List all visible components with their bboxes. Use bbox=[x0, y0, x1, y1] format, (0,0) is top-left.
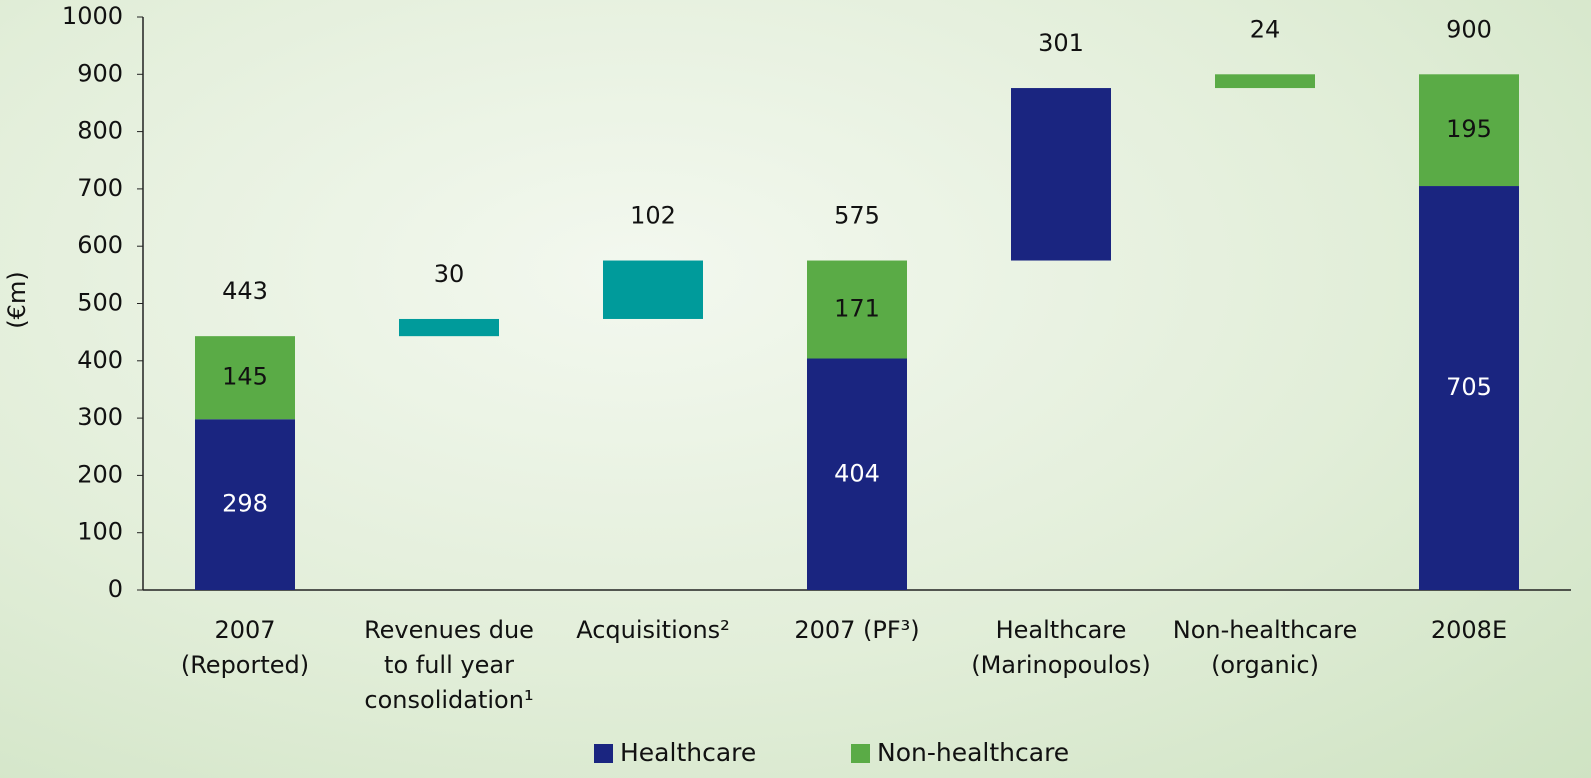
total-label: 24 bbox=[1250, 15, 1281, 43]
total-label: 900 bbox=[1446, 15, 1492, 43]
bar-segment bbox=[195, 336, 295, 420]
y-tick-label: 200 bbox=[77, 460, 123, 488]
y-tick-label: 1000 bbox=[62, 2, 123, 30]
legend-label: Non-healthcare bbox=[877, 738, 1069, 767]
segment-label: 171 bbox=[834, 295, 880, 323]
total-label: 102 bbox=[630, 202, 676, 230]
segment-label: 195 bbox=[1446, 115, 1492, 143]
y-tick-label: 900 bbox=[77, 59, 123, 87]
total-label: 301 bbox=[1038, 29, 1084, 57]
bar-segment bbox=[807, 358, 907, 590]
x-tick-label: Healthcare bbox=[996, 616, 1127, 644]
legend-swatch bbox=[851, 744, 870, 763]
x-tick-label: Revenues due bbox=[364, 616, 534, 644]
bar-segment bbox=[603, 260, 703, 319]
total-label: 30 bbox=[434, 260, 465, 288]
y-axis-label: (€m) bbox=[3, 271, 31, 328]
segment-label: 404 bbox=[834, 459, 880, 487]
bar-segment bbox=[1011, 88, 1111, 261]
y-tick-label: 0 bbox=[108, 575, 123, 603]
legend-swatch bbox=[594, 744, 613, 763]
x-tick-label: (organic) bbox=[1211, 651, 1319, 679]
x-tick-label: 2007 bbox=[214, 616, 275, 644]
y-tick-label: 500 bbox=[77, 289, 123, 317]
bar-segment bbox=[1419, 186, 1519, 590]
x-tick-label: 2008E bbox=[1431, 616, 1507, 644]
legend-label: Healthcare bbox=[620, 738, 756, 767]
x-tick-label: 2007 (PF³) bbox=[794, 616, 919, 644]
total-label: 575 bbox=[834, 202, 880, 230]
y-tick-label: 600 bbox=[77, 231, 123, 259]
y-tick-label: 700 bbox=[77, 174, 123, 202]
bar-segment bbox=[399, 318, 499, 337]
y-tick-label: 400 bbox=[77, 346, 123, 374]
x-tick-label: (Reported) bbox=[181, 651, 309, 679]
x-tick-label: to full year bbox=[384, 651, 514, 679]
segment-label: 145 bbox=[222, 363, 268, 391]
x-tick-label: (Marinopoulos) bbox=[971, 651, 1151, 679]
segment-label: 705 bbox=[1446, 373, 1492, 401]
bar-segment bbox=[195, 419, 295, 590]
y-tick-label: 100 bbox=[77, 518, 123, 546]
total-label: 443 bbox=[222, 277, 268, 305]
x-tick-label: Acquisitions² bbox=[576, 616, 730, 644]
y-tick-label: 300 bbox=[77, 403, 123, 431]
y-tick-label: 800 bbox=[77, 117, 123, 145]
x-tick-label: consolidation¹ bbox=[364, 686, 533, 714]
segment-label: 298 bbox=[222, 490, 268, 518]
bar-segment bbox=[807, 260, 907, 359]
bar-segment bbox=[1215, 74, 1315, 89]
bar-segment bbox=[1419, 74, 1519, 187]
x-tick-label: Non-healthcare bbox=[1173, 616, 1358, 644]
